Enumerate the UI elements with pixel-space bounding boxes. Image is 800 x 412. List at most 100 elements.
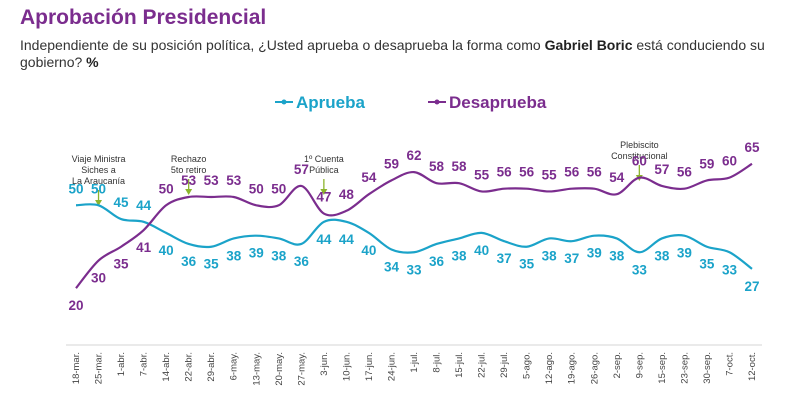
data-label-desaprueba: 55	[474, 167, 490, 182]
annotation-arrow-head	[320, 189, 328, 195]
annotation-label: 1º Cuenta Pública	[304, 154, 344, 175]
data-label-aprueba: 50	[91, 181, 106, 196]
x-tick-label: 3-jun.	[319, 352, 330, 376]
legend-marker-desaprueba	[434, 99, 440, 105]
data-label-aprueba: 38	[609, 248, 625, 263]
x-tick-label: 29-jul.	[499, 352, 510, 378]
series-line-aprueba	[75, 203, 753, 270]
subtitle-name: Gabriel Boric	[544, 37, 633, 53]
x-tick-label: 26-ago.	[589, 352, 600, 384]
x-tick-label: 15-jul.	[454, 352, 465, 378]
data-label-desaprueba: 48	[339, 187, 355, 202]
annotation-label: Plebiscito Constitucional	[611, 140, 668, 161]
data-label-aprueba: 44	[136, 198, 152, 213]
data-label-desaprueba: 53	[226, 173, 242, 188]
x-tick-label: 25-mar.	[94, 352, 105, 384]
data-label-aprueba: 40	[474, 243, 489, 258]
annotation-label: Rechazo 5to retiro	[171, 154, 207, 175]
subtitle-text: Independiente de su posición política, ¿…	[20, 37, 545, 53]
data-label-desaprueba: 50	[271, 181, 286, 196]
data-label-desaprueba: 59	[699, 156, 714, 171]
data-label-desaprueba: 55	[542, 167, 558, 182]
data-label-aprueba: 45	[114, 195, 130, 210]
x-tick-label: 22-jul.	[477, 352, 488, 378]
data-label-desaprueba: 41	[136, 240, 152, 255]
data-label-desaprueba: 59	[384, 156, 399, 171]
x-tick-label: 12-oct.	[747, 352, 758, 381]
x-tick-label: 24-jun.	[386, 352, 397, 381]
x-tick-label: 10-jun.	[341, 352, 352, 381]
data-label-desaprueba: 65	[744, 140, 760, 155]
subtitle-percent: %	[86, 54, 99, 70]
x-tick-label: 9-sep.	[634, 352, 645, 378]
data-label-desaprueba: 56	[587, 165, 603, 180]
data-label-aprueba: 40	[159, 243, 174, 258]
x-tick-label: 29-abr.	[206, 352, 217, 382]
data-label-desaprueba: 60	[632, 154, 647, 169]
data-label-desaprueba: 53	[204, 173, 220, 188]
legend-label-aprueba: Aprueba	[296, 93, 366, 112]
data-label-aprueba: 39	[249, 246, 264, 261]
data-label-desaprueba: 56	[677, 165, 693, 180]
x-tick-label: 1-abr.	[116, 352, 127, 376]
data-label-aprueba: 36	[294, 254, 310, 269]
data-label-aprueba: 38	[226, 248, 242, 263]
x-tick-label: 19-ago.	[567, 352, 578, 384]
data-label-desaprueba: 20	[68, 298, 83, 313]
x-tick-label: 30-sep.	[702, 352, 713, 384]
subtitle-text-end: está conduciendo su gobierno?	[20, 37, 765, 70]
data-label-aprueba: 38	[452, 248, 468, 263]
data-label-aprueba: 33	[406, 262, 422, 277]
x-tick-label: 12-ago.	[544, 352, 555, 384]
data-label-desaprueba: 50	[159, 181, 174, 196]
x-tick-label: 7-oct.	[724, 352, 735, 376]
x-tick-label: 14-abr.	[161, 352, 172, 382]
data-label-aprueba: 37	[564, 251, 579, 266]
data-label-aprueba: 40	[361, 243, 376, 258]
x-tick-label: 27-may.	[296, 352, 307, 386]
annotation-arrow-head	[95, 200, 103, 206]
chart-subtitle: Independiente de su posición política, ¿…	[20, 37, 790, 71]
data-label-aprueba: 36	[429, 254, 445, 269]
x-tick-label: 22-abr.	[184, 352, 195, 382]
data-label-aprueba: 35	[699, 257, 715, 272]
data-label-desaprueba: 56	[497, 165, 513, 180]
legend-marker-aprueba	[281, 99, 287, 105]
x-tick-label: 2-sep.	[612, 352, 623, 378]
data-label-aprueba: 33	[632, 262, 648, 277]
x-tick-label: 7-abr.	[139, 352, 150, 376]
data-label-desaprueba: 47	[316, 190, 331, 205]
annotation-arrow-head	[185, 189, 193, 195]
data-label-desaprueba: 57	[654, 162, 669, 177]
chart-title: Aprobación Presidencial	[20, 6, 267, 29]
x-tick-label: 8-jul.	[432, 352, 443, 373]
data-label-aprueba: 33	[722, 262, 738, 277]
data-label-aprueba: 39	[587, 246, 602, 261]
data-label-desaprueba: 54	[361, 170, 377, 185]
data-label-desaprueba: 56	[519, 165, 535, 180]
data-label-desaprueba: 56	[564, 165, 580, 180]
data-label-desaprueba: 50	[249, 181, 264, 196]
data-label-aprueba: 34	[384, 259, 400, 274]
data-label-desaprueba: 54	[609, 170, 625, 185]
data-label-aprueba: 50	[68, 181, 83, 196]
data-label-desaprueba: 30	[91, 271, 106, 286]
data-label-desaprueba: 53	[181, 173, 197, 188]
x-tick-label: 6-may.	[229, 352, 240, 380]
data-label-desaprueba: 62	[406, 148, 421, 163]
data-label-desaprueba: 35	[114, 257, 130, 272]
x-tick-label: 5-ago.	[522, 352, 533, 379]
legend-label-desaprueba: Desaprueba	[449, 93, 547, 112]
x-tick-label: 15-sep.	[657, 352, 668, 384]
data-label-aprueba: 35	[519, 257, 535, 272]
data-label-desaprueba: 58	[452, 159, 468, 174]
data-label-aprueba: 38	[271, 248, 287, 263]
data-label-desaprueba: 60	[722, 154, 737, 169]
data-label-aprueba: 38	[542, 248, 558, 263]
x-tick-label: 1-jul.	[409, 352, 420, 373]
x-tick-label: 13-may.	[251, 352, 262, 386]
data-label-aprueba: 27	[744, 279, 759, 294]
data-label-aprueba: 35	[204, 257, 220, 272]
x-tick-label: 23-sep.	[679, 352, 690, 384]
